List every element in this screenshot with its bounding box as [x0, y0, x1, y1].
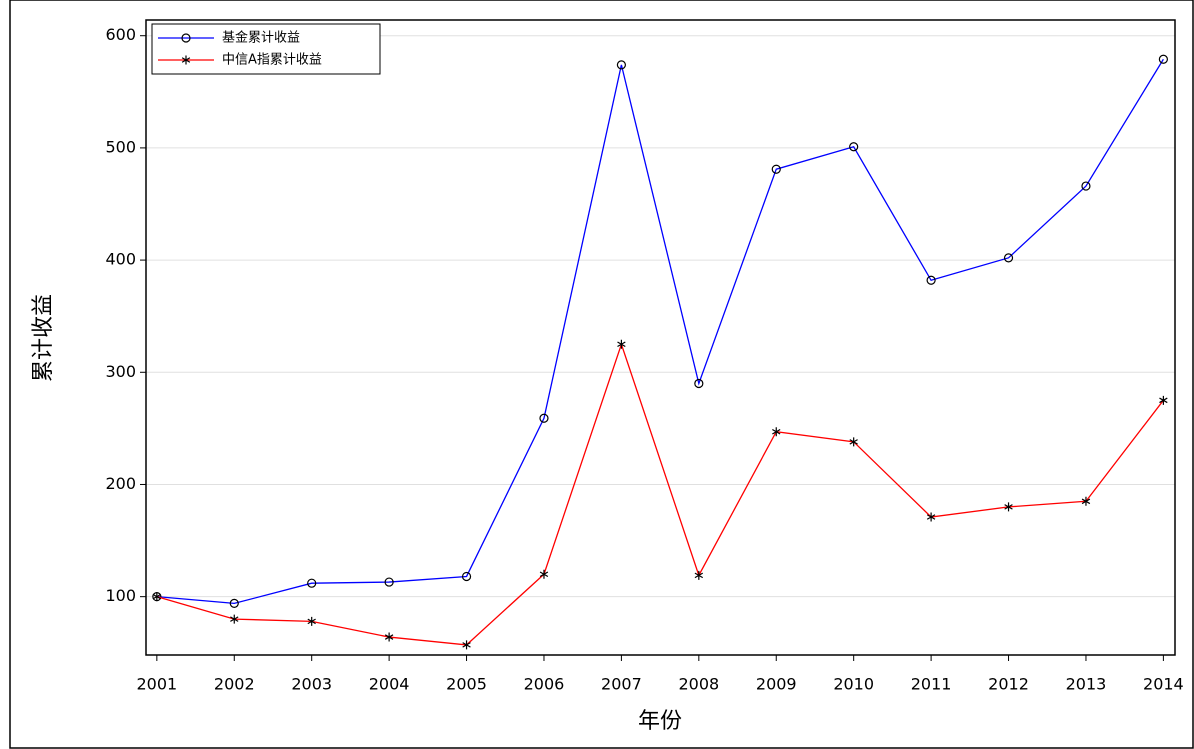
marker [230, 614, 239, 624]
x-tick-label: 2009 [756, 675, 797, 694]
y-tick-label: 400 [105, 250, 136, 269]
plot-frame [145, 19, 1176, 656]
marker [152, 592, 162, 602]
marker [539, 569, 549, 579]
marker [461, 571, 472, 582]
y-tick-label: 200 [105, 474, 136, 493]
marker [617, 339, 626, 349]
y-tick-label: 100 [105, 586, 136, 605]
legend-marker [181, 33, 191, 43]
marker [539, 413, 549, 423]
marker [1004, 502, 1013, 512]
x-tick-label: 2013 [1066, 675, 1107, 694]
marker [849, 437, 858, 447]
x-tick-label: 2007 [601, 675, 642, 694]
marker [1159, 395, 1168, 405]
x-tick-label: 2003 [291, 675, 332, 694]
marker [384, 577, 394, 587]
marker [694, 378, 704, 389]
x-axis-label: 年份 [638, 709, 682, 734]
marker [926, 275, 936, 285]
marker [462, 640, 471, 650]
y-axis-label: 累计收益 [31, 294, 56, 382]
marker [694, 570, 704, 580]
y-tick-label: 500 [105, 137, 136, 156]
series-line [156, 58, 1164, 605]
x-tick-label: 2005 [446, 675, 487, 694]
x-tick-label: 2002 [214, 675, 255, 694]
x-tick-label: 2004 [369, 675, 410, 694]
marker [229, 598, 239, 608]
x-tick-label: 2011 [911, 675, 952, 694]
marker [307, 578, 317, 588]
legend-marker [181, 55, 191, 65]
legend-label: 中信A指累计收益 [222, 53, 322, 68]
legend-box [151, 23, 381, 75]
outer-frame [9, 0, 1194, 749]
series-line [156, 342, 1164, 646]
marker [1081, 496, 1091, 506]
x-tick-label: 2014 [1143, 675, 1184, 694]
x-tick-label: 2012 [988, 675, 1029, 694]
marker [772, 427, 781, 437]
marker [616, 60, 626, 70]
marker [1003, 253, 1014, 263]
x-tick-label: 2001 [136, 675, 177, 694]
marker [849, 142, 859, 152]
marker [1081, 181, 1091, 191]
marker [1158, 54, 1168, 64]
legend-label: 基金累计收益 [222, 30, 300, 46]
marker [307, 616, 316, 626]
y-tick-label: 300 [105, 362, 136, 381]
x-tick-label: 2010 [833, 675, 874, 694]
x-tick-label: 2006 [524, 675, 565, 694]
x-tick-label: 2008 [678, 675, 719, 694]
marker [771, 164, 781, 174]
y-tick-label: 600 [105, 25, 136, 44]
marker [926, 512, 936, 522]
marker [384, 632, 394, 642]
